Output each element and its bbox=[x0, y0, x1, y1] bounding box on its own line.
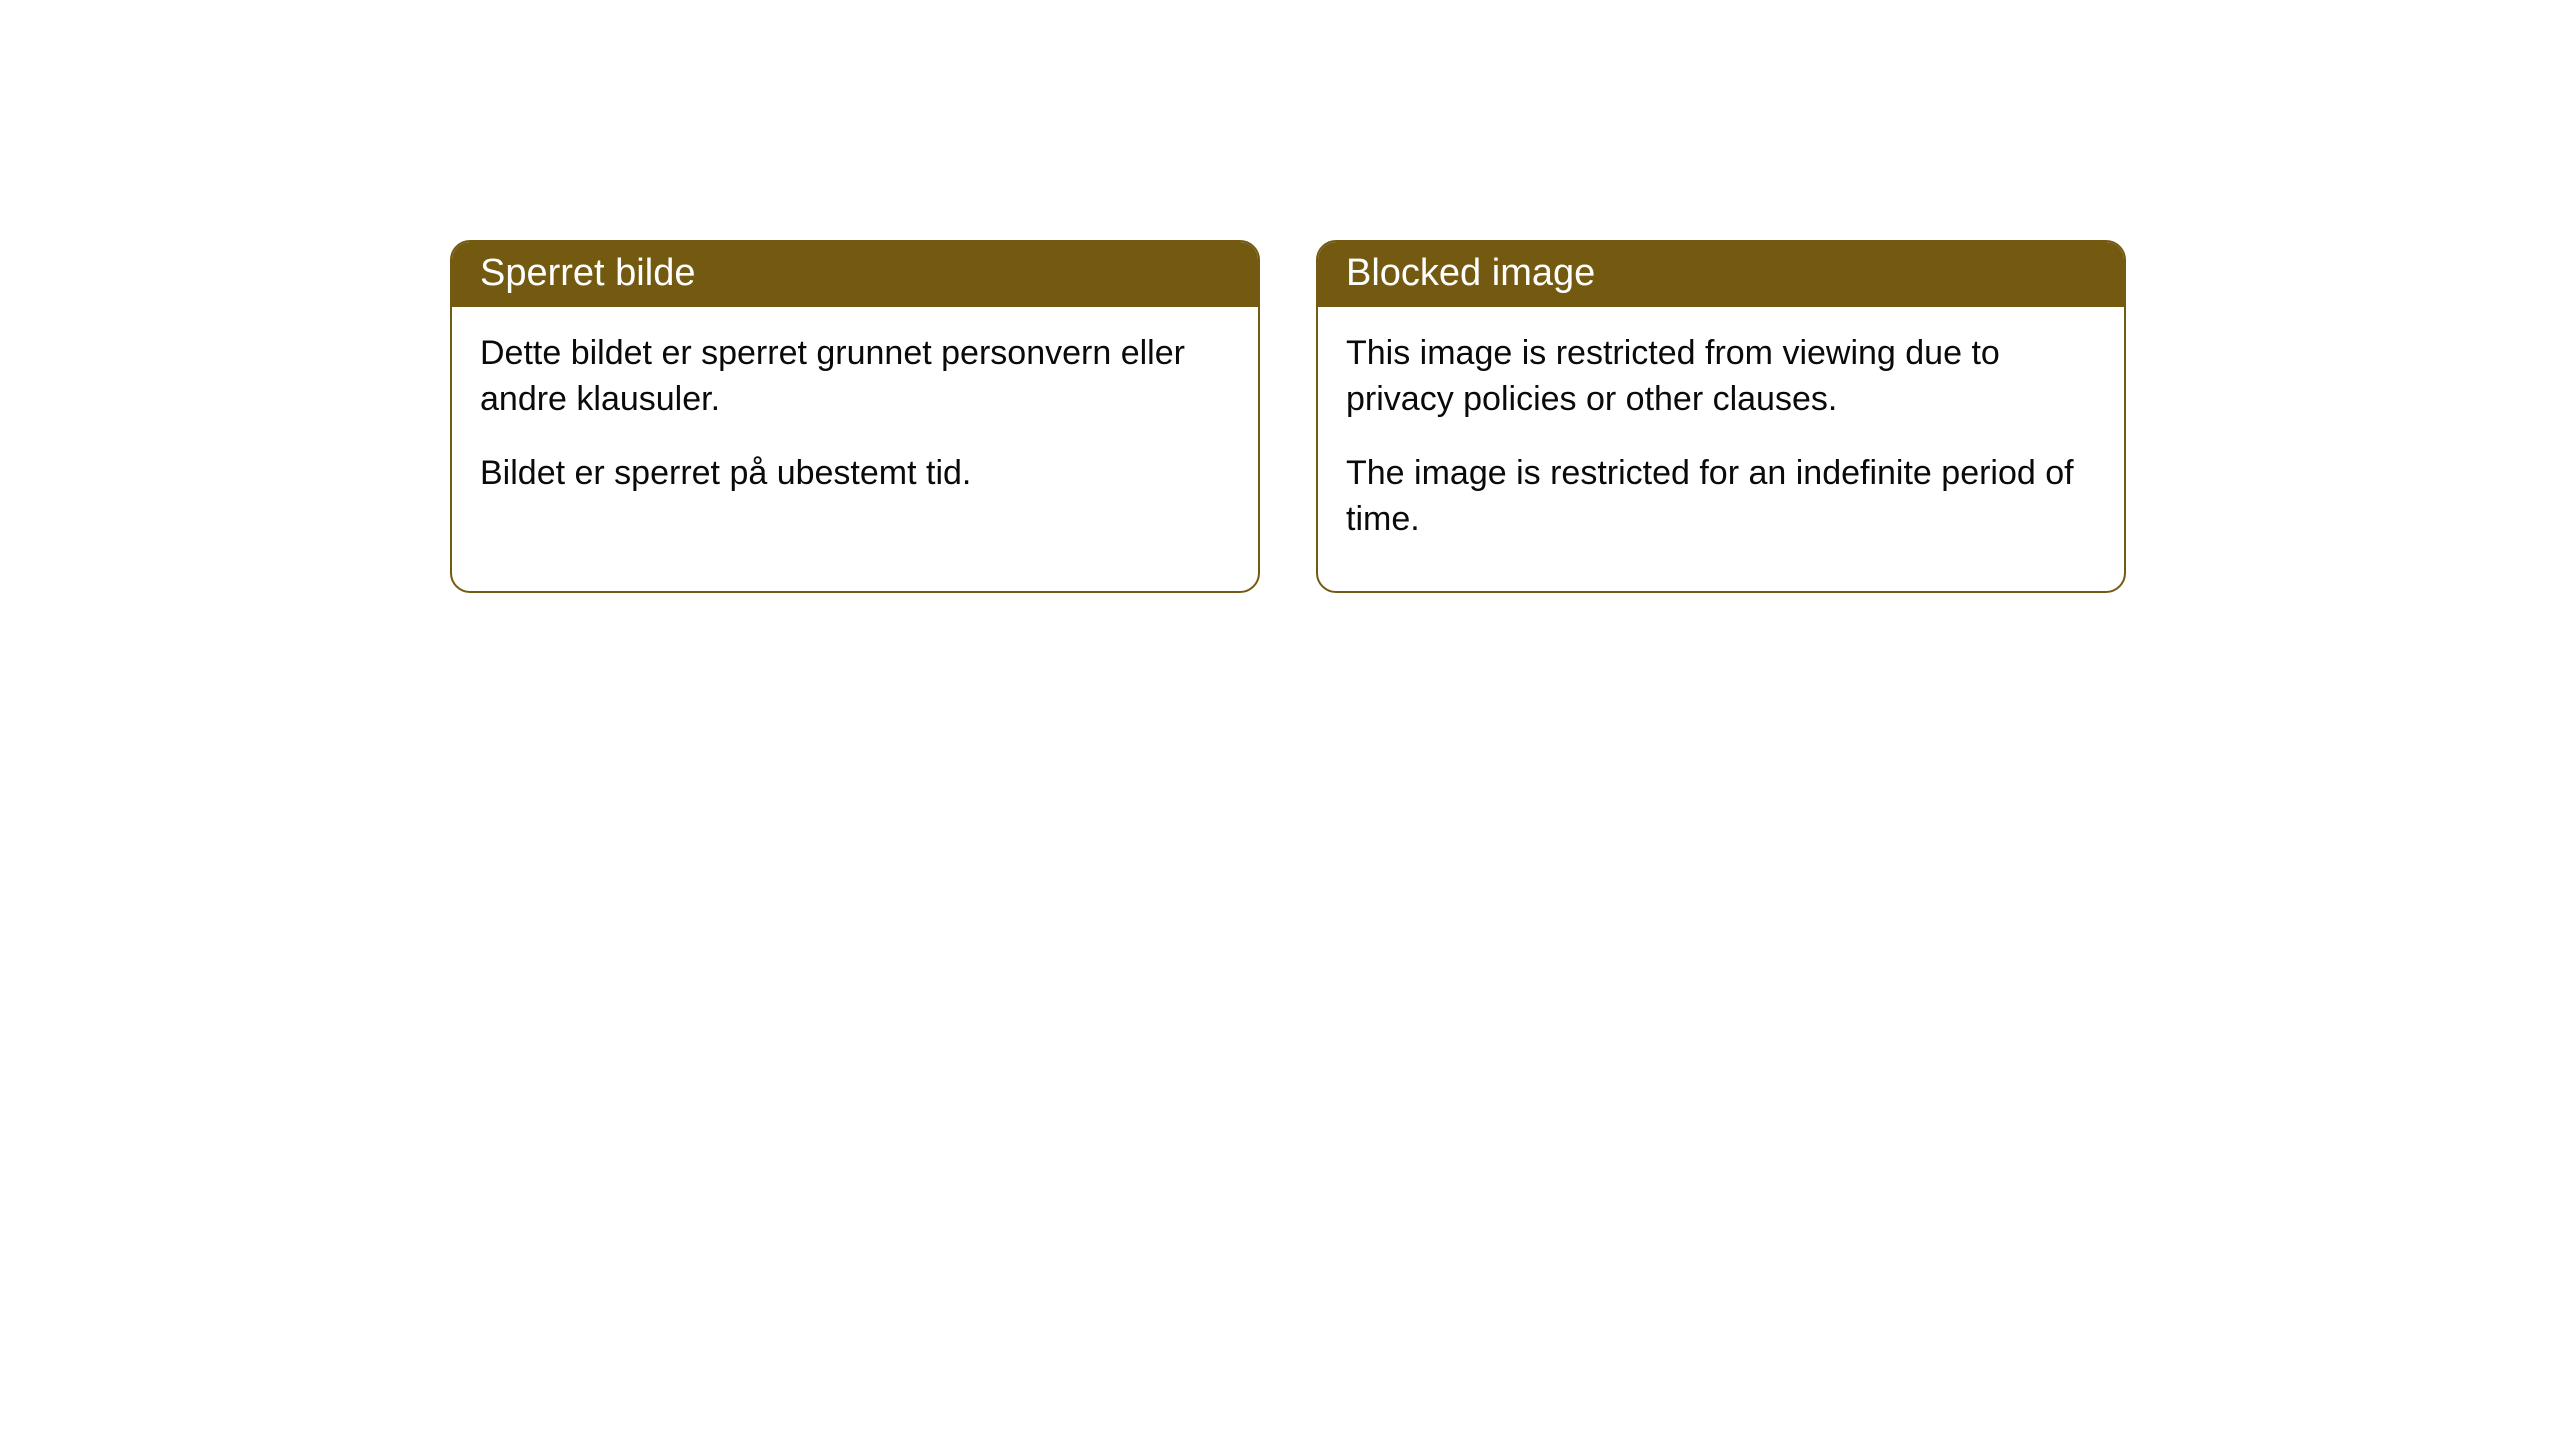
card-paragraph: Dette bildet er sperret grunnet personve… bbox=[480, 331, 1230, 423]
card-header: Sperret bilde bbox=[452, 242, 1258, 307]
card-paragraph: Bildet er sperret på ubestemt tid. bbox=[480, 451, 1230, 497]
card-paragraph: This image is restricted from viewing du… bbox=[1346, 331, 2096, 423]
card-header: Blocked image bbox=[1318, 242, 2124, 307]
card-body: This image is restricted from viewing du… bbox=[1318, 307, 2124, 591]
card-paragraph: The image is restricted for an indefinit… bbox=[1346, 451, 2096, 543]
notice-container: Sperret bilde Dette bildet er sperret gr… bbox=[450, 240, 2560, 593]
blocked-image-card-en: Blocked image This image is restricted f… bbox=[1316, 240, 2126, 593]
blocked-image-card-no: Sperret bilde Dette bildet er sperret gr… bbox=[450, 240, 1260, 593]
card-body: Dette bildet er sperret grunnet personve… bbox=[452, 307, 1258, 545]
